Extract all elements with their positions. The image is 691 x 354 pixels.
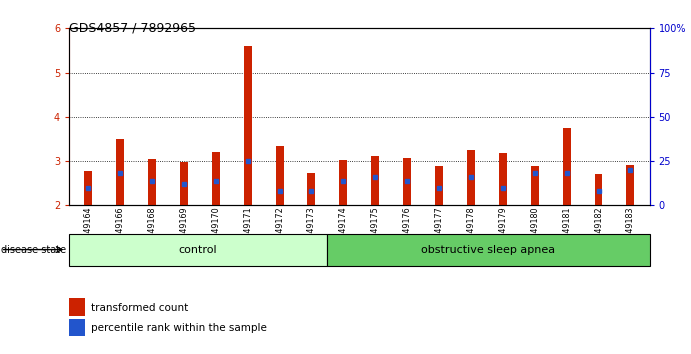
Bar bbox=[403, 158, 411, 205]
Bar bbox=[435, 166, 443, 205]
Bar bbox=[244, 46, 252, 205]
Bar bbox=[371, 156, 379, 205]
Bar bbox=[307, 173, 316, 205]
Text: percentile rank within the sample: percentile rank within the sample bbox=[91, 323, 267, 333]
Bar bbox=[69, 298, 86, 316]
FancyBboxPatch shape bbox=[69, 234, 327, 266]
Bar bbox=[180, 162, 188, 205]
Bar bbox=[562, 128, 571, 205]
Bar bbox=[84, 171, 92, 205]
Text: disease state: disease state bbox=[1, 245, 66, 255]
Bar bbox=[148, 159, 156, 205]
Text: control: control bbox=[179, 245, 218, 255]
FancyBboxPatch shape bbox=[327, 234, 650, 266]
Bar bbox=[116, 139, 124, 205]
Bar bbox=[531, 166, 539, 205]
Text: obstructive sleep apnea: obstructive sleep apnea bbox=[422, 245, 556, 255]
Bar bbox=[212, 152, 220, 205]
Bar bbox=[276, 145, 283, 205]
Bar bbox=[467, 150, 475, 205]
Bar bbox=[69, 319, 86, 336]
Bar bbox=[627, 166, 634, 205]
Bar bbox=[499, 153, 507, 205]
Bar bbox=[594, 175, 603, 205]
Text: GDS4857 / 7892965: GDS4857 / 7892965 bbox=[69, 21, 196, 34]
Text: transformed count: transformed count bbox=[91, 303, 189, 313]
Bar bbox=[339, 160, 348, 205]
